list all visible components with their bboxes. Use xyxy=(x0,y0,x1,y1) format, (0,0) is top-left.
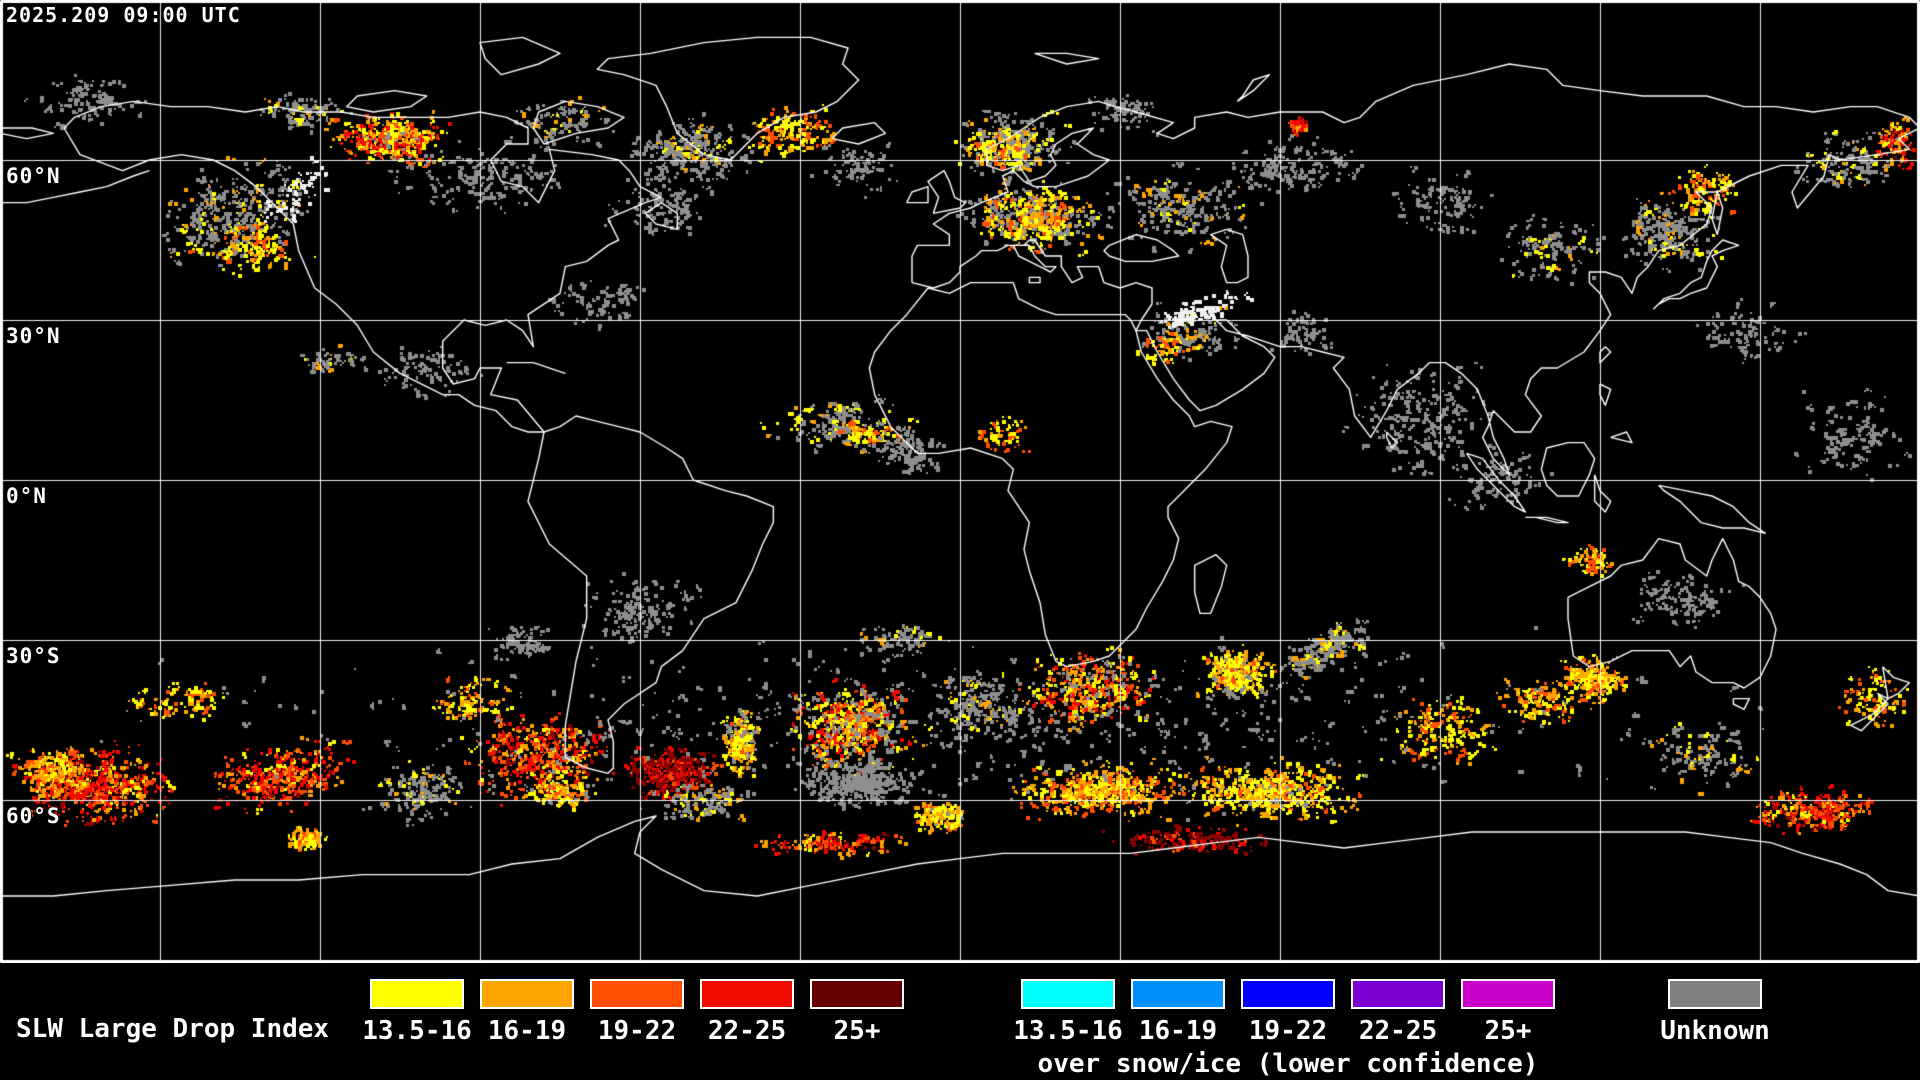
legend-snow-ice-item: 22-25 xyxy=(1343,979,1453,1046)
legend-warm-range-label: 13.5-16 xyxy=(362,1016,472,1046)
legend-snow-ice-swatch xyxy=(1461,979,1555,1009)
lat-label: 30°S xyxy=(6,644,61,668)
legend-warm-swatch xyxy=(810,979,904,1009)
legend-snow-ice-range-label: 13.5-16 xyxy=(1013,1016,1123,1046)
legend-warm-swatch xyxy=(480,979,574,1009)
legend-snow-ice-caption: over snow/ice (lower confidence) xyxy=(1037,1049,1539,1079)
legend-snow-ice-item: 25+ xyxy=(1453,979,1563,1046)
legend-warm-swatches: 13.5-16 16-19 19-22 22-25 25+ xyxy=(362,979,912,1046)
legend-snow-ice-item: 13.5-16 xyxy=(1013,979,1123,1046)
legend-snow-ice-swatches: 13.5-16 16-19 19-22 22-25 25+ xyxy=(1013,979,1563,1046)
legend-warm-range-label: 22-25 xyxy=(707,1016,787,1046)
legend-warm-swatch xyxy=(700,979,794,1009)
legend-snow-ice-range-label: 19-22 xyxy=(1248,1016,1328,1046)
legend-swatch-unknown xyxy=(1668,979,1762,1009)
lat-label: 0°N xyxy=(6,484,47,508)
legend-snow-ice-swatch xyxy=(1351,979,1445,1009)
legend-snow-ice-swatch xyxy=(1131,979,1225,1009)
legend-warm-group: 13.5-16 16-19 19-22 22-25 25+ xyxy=(362,979,912,1046)
lat-label: 60°N xyxy=(6,164,61,188)
legend-warm-item: 19-22 xyxy=(582,979,692,1046)
legend-warm-range-label: 25+ xyxy=(833,1016,881,1046)
legend-snow-ice-range-label: 25+ xyxy=(1484,1016,1532,1046)
legend-title: SLW Large Drop Index xyxy=(16,1014,330,1044)
legend-warm-range-label: 16-19 xyxy=(487,1016,567,1046)
legend-snow-ice-item: 16-19 xyxy=(1123,979,1233,1046)
timestamp-label: 2025.209 09:00 UTC xyxy=(6,3,241,27)
legend-unknown-group: Unknown xyxy=(1660,979,1770,1046)
legend-warm-swatch xyxy=(590,979,684,1009)
lat-label: 60°S xyxy=(6,804,61,828)
legend-warm-item: 13.5-16 xyxy=(362,979,472,1046)
legend-warm-item: 25+ xyxy=(802,979,912,1046)
legend-snow-ice-range-label: 22-25 xyxy=(1358,1016,1438,1046)
legend-snow-ice-item: 19-22 xyxy=(1233,979,1343,1046)
lat-label: 30°N xyxy=(6,324,61,348)
legend-warm-item: 22-25 xyxy=(692,979,802,1046)
legend-snow-ice-swatch xyxy=(1021,979,1115,1009)
legend-snow-ice-swatch xyxy=(1241,979,1335,1009)
world-map-canvas xyxy=(0,0,1920,963)
legend-warm-swatch xyxy=(370,979,464,1009)
legend-warm-range-label: 19-22 xyxy=(597,1016,677,1046)
legend-snow-ice-range-label: 16-19 xyxy=(1138,1016,1218,1046)
legend-warm-item: 16-19 xyxy=(472,979,582,1046)
legend-snow-ice-group: 13.5-16 16-19 19-22 22-25 25+ over snow/ice … xyxy=(1013,979,1563,1079)
legend-unknown-label: Unknown xyxy=(1660,1016,1770,1046)
